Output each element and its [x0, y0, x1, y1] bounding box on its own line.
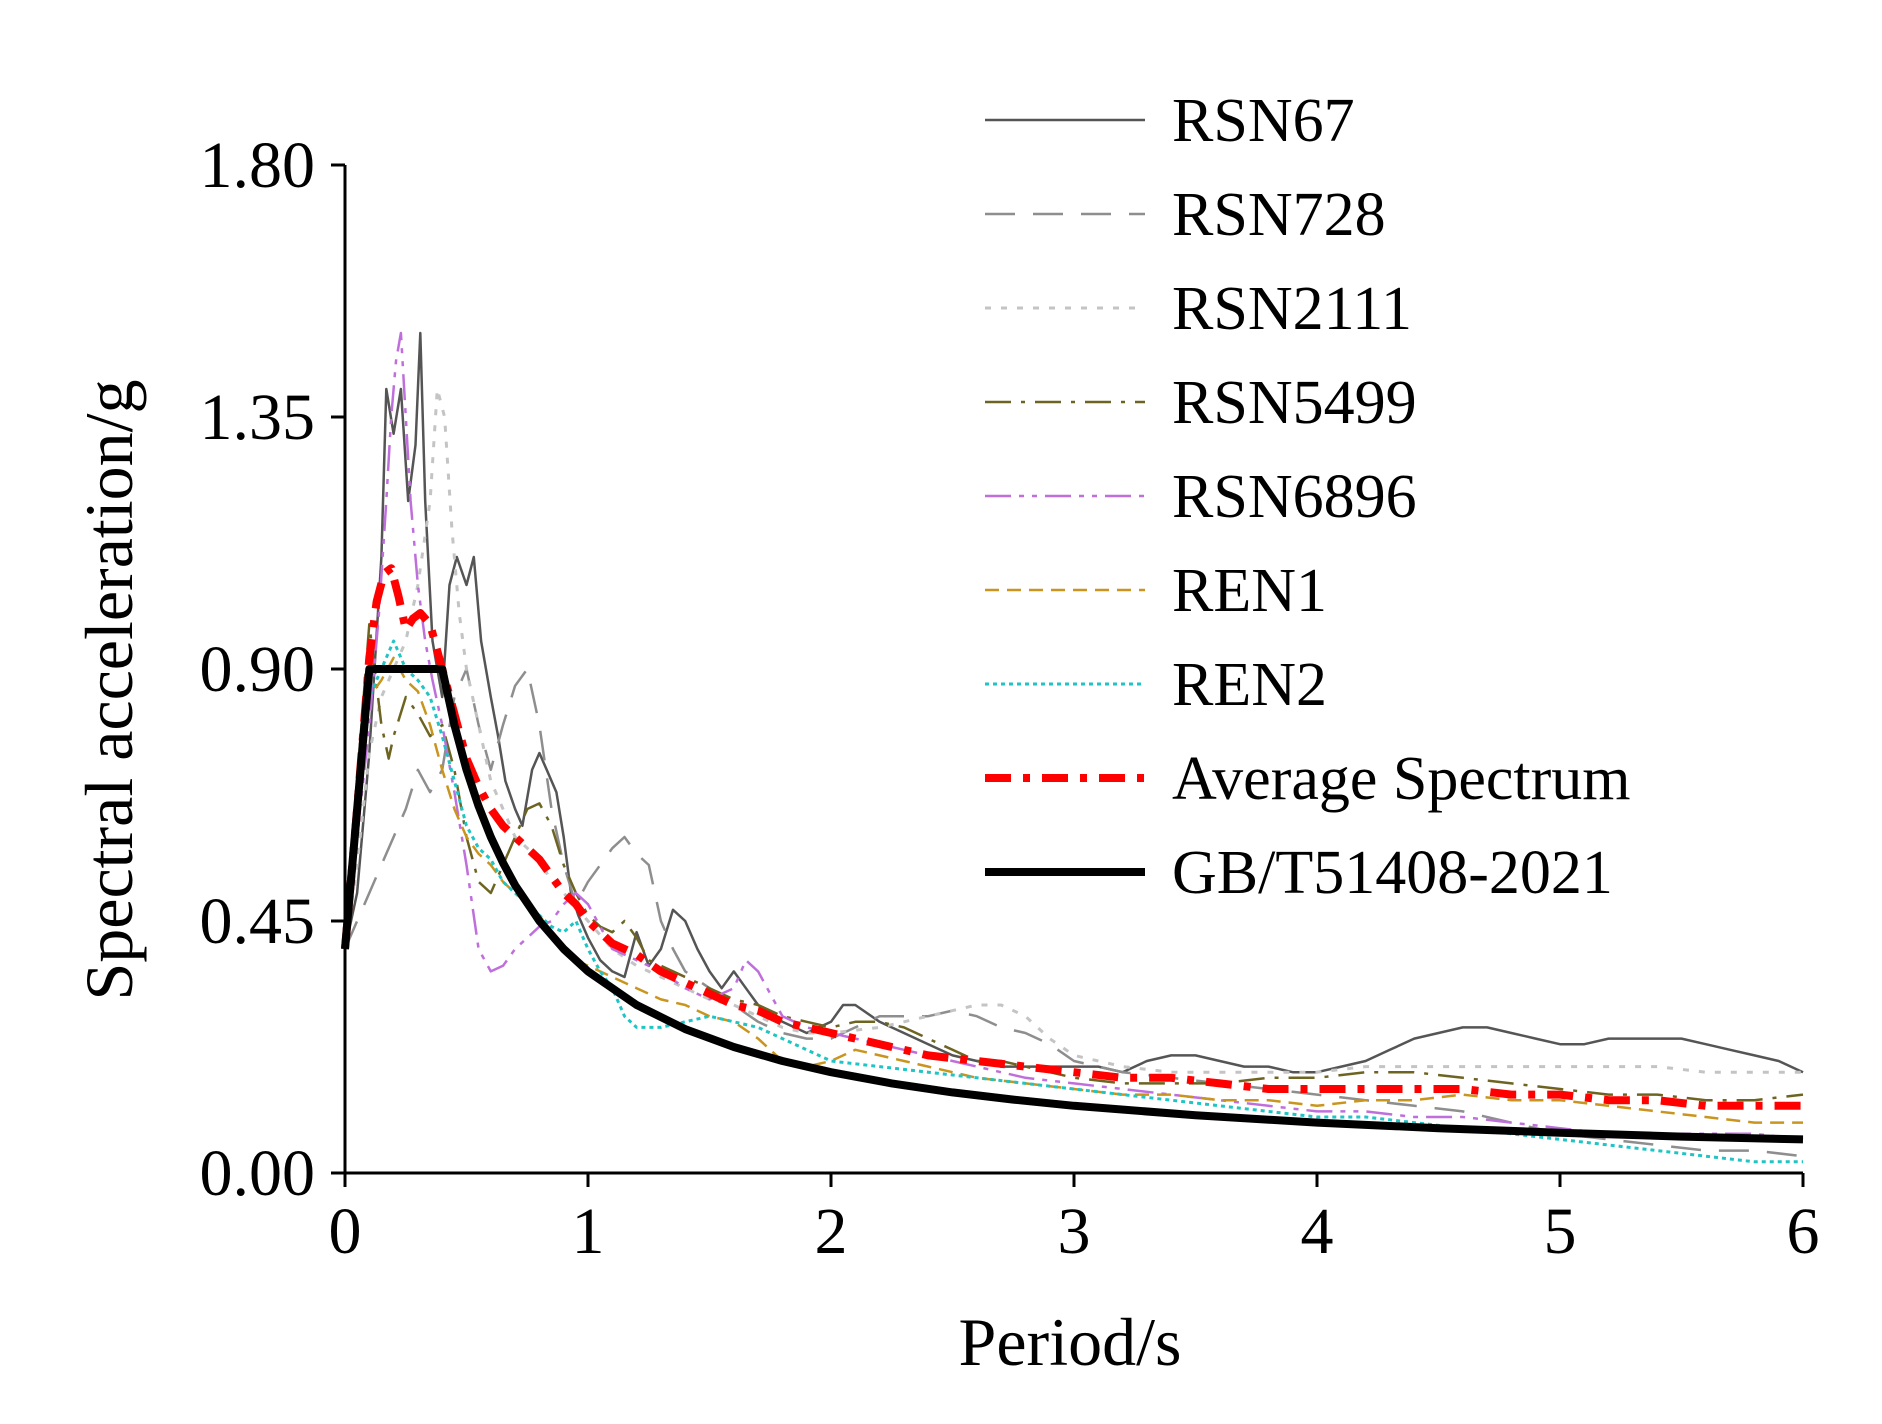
legend-item-ren2: REN2 [985, 651, 1327, 719]
tick-labels: 0.00 0.45 0.90 1.35 1.80 0 1 2 3 4 5 6 [200, 129, 1820, 1268]
legend-item-rsn5499: RSN5499 [985, 369, 1417, 437]
y-tick-label: 1.35 [200, 381, 316, 454]
legend-label: RSN2111 [1172, 275, 1412, 343]
x-tick-label: 3 [1058, 1195, 1091, 1268]
legend-item-gb-t51408-2021: GB/T51408-2021 [985, 839, 1613, 907]
y-tick-label: 0.45 [200, 885, 316, 958]
legend-label: RSN6896 [1172, 463, 1417, 531]
legend-label: RSN5499 [1172, 369, 1417, 437]
series-line-ren2 [343, 639, 1803, 1164]
x-tick-label: 1 [572, 1195, 605, 1268]
series-line-rsn2111 [343, 387, 1803, 1074]
legend-item-rsn67: RSN67 [985, 87, 1355, 155]
x-tick-label: 4 [1301, 1195, 1334, 1268]
legend-item-ren1: REN1 [985, 557, 1327, 625]
series-line-gb-t51408-2021 [341, 665, 1804, 1144]
legend-label: GB/T51408-2021 [1172, 839, 1613, 907]
y-tick-label: 0.90 [200, 633, 316, 706]
series-line-rsn6896 [343, 331, 1804, 1141]
x-tick-label: 6 [1787, 1195, 1820, 1268]
x-tick-label: 0 [329, 1195, 362, 1268]
legend-label: REN2 [1172, 651, 1327, 719]
series-line-average-spectrum [341, 564, 1803, 1110]
series-layer [341, 331, 1804, 1164]
legend-item-rsn2111: RSN2111 [985, 275, 1412, 343]
x-axis-title: Period/s [959, 1304, 1182, 1380]
y-axis-title: Spectral acceleration/g [71, 379, 147, 1000]
series-line-ren1 [343, 656, 1803, 1124]
legend: RSN67 RSN728 RSN2111 RSN5499 RSN6896 REN1 REN2… [985, 87, 1631, 907]
legend-item-rsn6896: RSN6896 [985, 463, 1417, 531]
x-tick-label: 5 [1544, 1195, 1577, 1268]
legend-label: REN1 [1172, 557, 1327, 625]
axes-layer [331, 163, 1805, 1187]
x-tick-label: 2 [815, 1195, 848, 1268]
y-tick-label: 0.00 [200, 1137, 316, 1210]
legend-item-average-spectrum: Average Spectrum [985, 745, 1631, 813]
legend-label: RSN67 [1172, 87, 1355, 155]
y-tick-label: 1.80 [200, 129, 316, 202]
legend-label: Average Spectrum [1172, 745, 1631, 813]
legend-label: RSN728 [1172, 181, 1386, 249]
legend-item-rsn728: RSN728 [985, 181, 1386, 249]
